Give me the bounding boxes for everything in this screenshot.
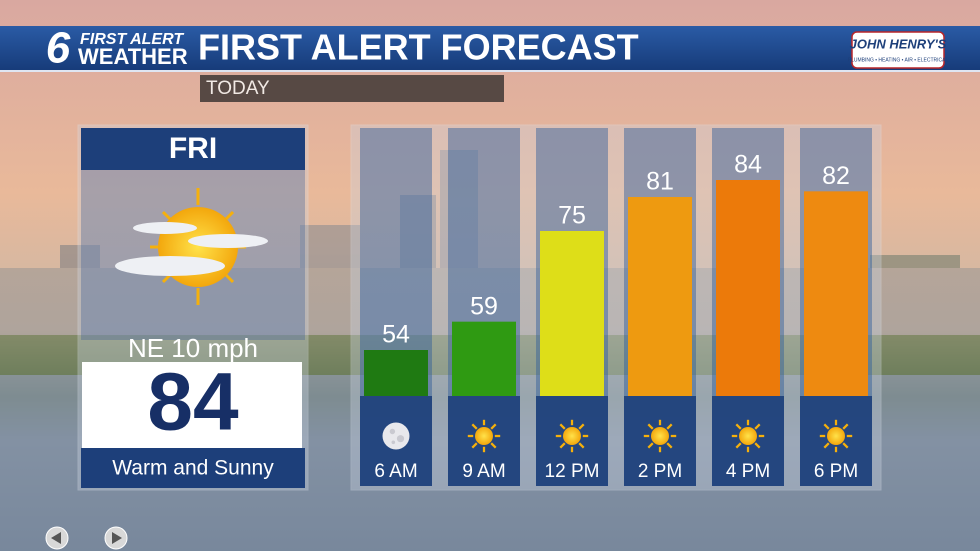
value-label: 81 — [646, 168, 674, 196]
header-title: FIRST ALERT FORECAST — [198, 27, 639, 68]
sun-icon — [730, 418, 766, 454]
day-label: FRI — [169, 132, 217, 165]
hourly-panel — [350, 124, 882, 491]
bar — [452, 321, 516, 396]
day-header — [81, 128, 305, 170]
time-label: 6 AM — [374, 461, 417, 482]
sponsor-badge — [851, 31, 945, 69]
bar — [804, 191, 868, 396]
logo-number: 6 — [46, 24, 71, 73]
weather-icon — [115, 188, 268, 305]
header-bar — [0, 26, 980, 72]
period-bar — [200, 75, 504, 102]
building — [400, 195, 436, 275]
sponsor-name: JOHN HENRY'S — [850, 36, 947, 51]
bar — [716, 180, 780, 396]
value-label: 54 — [382, 321, 410, 349]
value-label: 75 — [558, 202, 586, 230]
high-temp: 84 — [147, 357, 239, 448]
hourly-chart: 54 6 AM 59 9 AM 75 12 PM 81 2 PM 84 4 PM 82 6 PM — [360, 128, 872, 486]
sun-icon — [642, 418, 678, 454]
sun-icon — [554, 418, 590, 454]
building — [440, 150, 478, 270]
logo-line1: FIRST ALERT — [80, 31, 184, 48]
sun-icon — [466, 418, 502, 454]
bar — [540, 231, 604, 396]
logo-line2: WEATHER — [78, 44, 188, 69]
moon-icon — [382, 422, 410, 450]
sun-icon — [818, 418, 854, 454]
summary-label: Warm and Sunny — [112, 457, 274, 480]
bar — [364, 350, 428, 396]
header-rule — [0, 70, 980, 72]
sponsor-tagline: PLUMBING • HEATING • AIR • ELECTRICAL — [848, 57, 949, 63]
time-label: 9 AM — [462, 461, 505, 482]
time-label: 6 PM — [814, 461, 858, 482]
next-arrow[interactable] — [112, 532, 122, 544]
time-label: 12 PM — [545, 461, 600, 482]
time-label: 4 PM — [726, 461, 770, 482]
value-label: 82 — [822, 162, 850, 190]
summary-bar — [81, 448, 305, 488]
bar — [628, 197, 692, 396]
high-box — [82, 362, 302, 448]
value-label: 59 — [470, 292, 498, 320]
wind-label: NE 10 mph — [128, 333, 258, 363]
value-label: 84 — [734, 151, 762, 179]
period-label: TODAY — [206, 78, 270, 99]
time-label: 2 PM — [638, 461, 682, 482]
prev-arrow[interactable] — [51, 532, 61, 544]
